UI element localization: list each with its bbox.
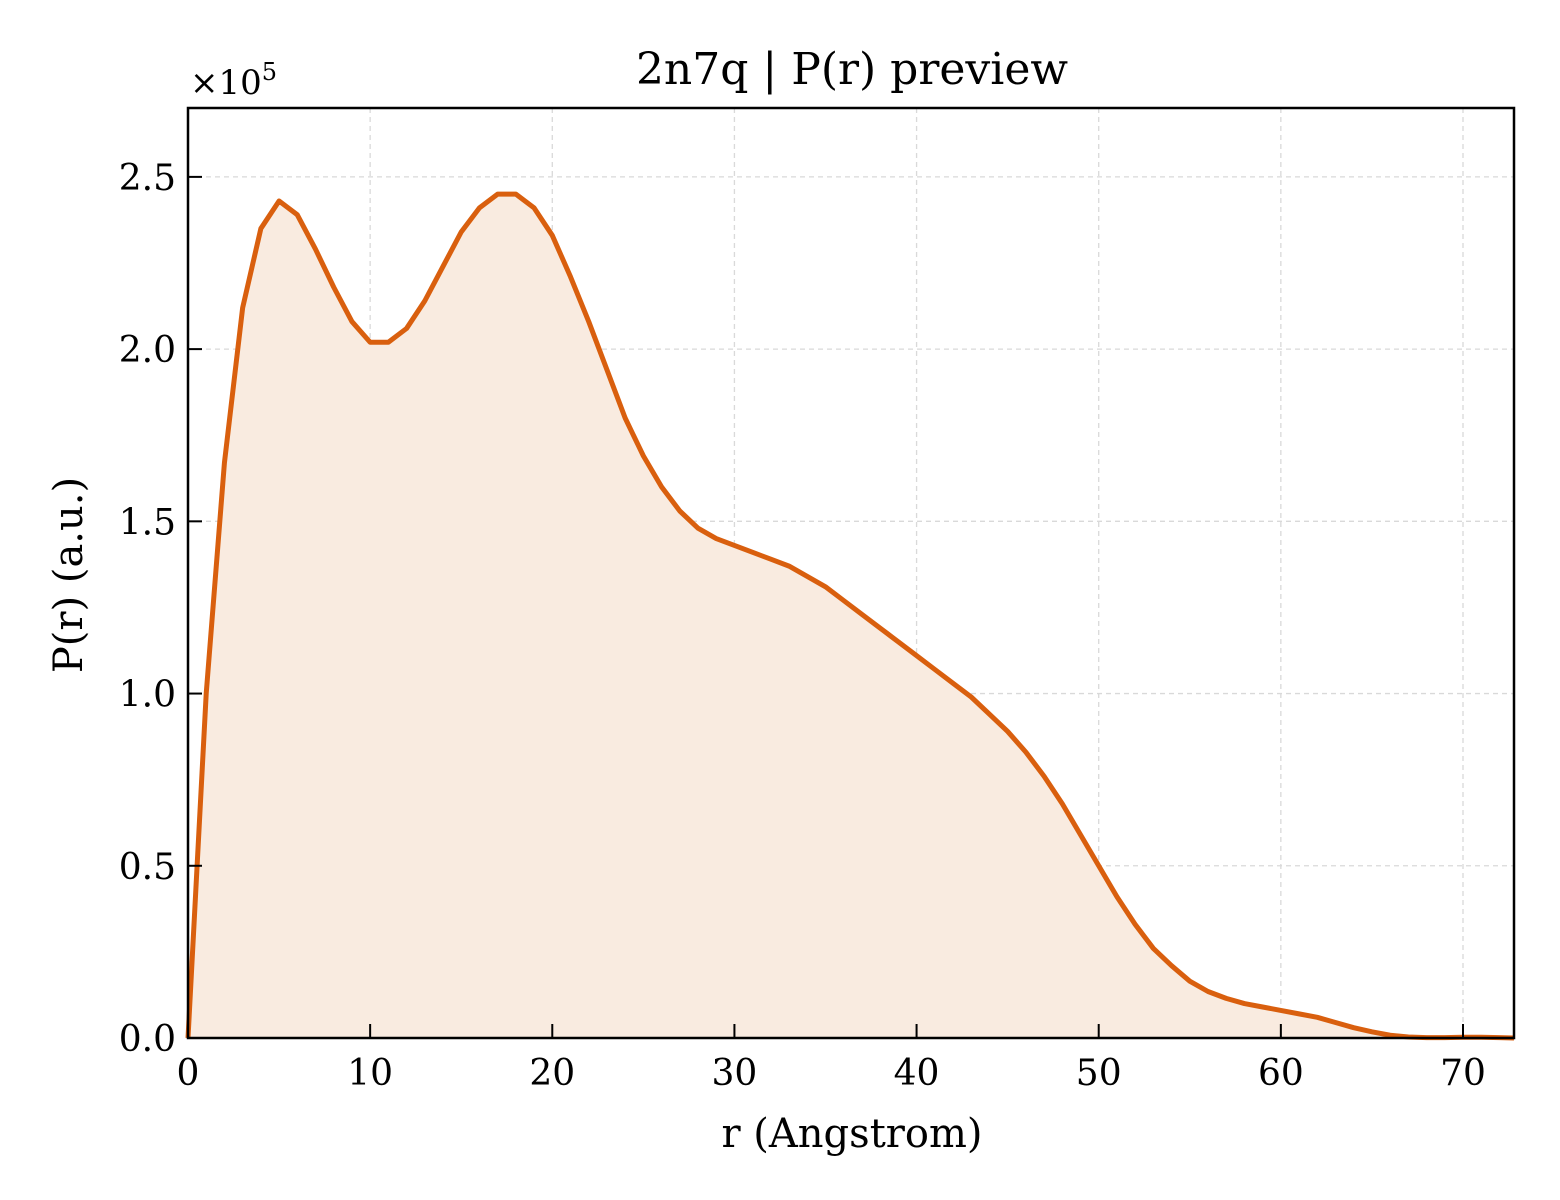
y-tick-label: 2.5 (119, 158, 176, 199)
x-tick-label: 20 (529, 1053, 575, 1094)
area-fill (188, 194, 1514, 1039)
x-tick-label: 70 (1440, 1053, 1486, 1094)
x-tick-label: 30 (712, 1053, 758, 1094)
plot-frame (186, 106, 1516, 1040)
y-multiplier-exponent: 5 (262, 58, 277, 86)
x-axis-label: r (Angstrom) (721, 1111, 982, 1157)
x-tick-label: 50 (1076, 1053, 1122, 1094)
x-tick-label: 10 (347, 1053, 393, 1094)
y-tick-label: 1.5 (119, 502, 176, 543)
x-tick-label: 60 (1258, 1053, 1304, 1094)
y-multiplier-base: ×10 (190, 63, 262, 103)
y-tick-label: 0.0 (119, 1019, 176, 1060)
x-tick-label: 40 (894, 1053, 940, 1094)
y-tick-label: 1.0 (119, 675, 176, 716)
y-tick-label: 0.5 (119, 847, 176, 888)
axis-ticks: 0 10 20 30 40 50 60 70 0.0 0.5 1.0 1.5 2.0 2.5 (119, 158, 1486, 1094)
series-line (185, 191, 1515, 1041)
x-tick-label: 0 (177, 1053, 200, 1094)
chart-title: 2n7q | P(r) preview (636, 44, 1068, 95)
y-axis-multiplier: ×105 (190, 58, 277, 103)
y-tick-label: 2.0 (119, 330, 176, 371)
y-axis-label: P(r) (a.u.) (46, 477, 92, 673)
